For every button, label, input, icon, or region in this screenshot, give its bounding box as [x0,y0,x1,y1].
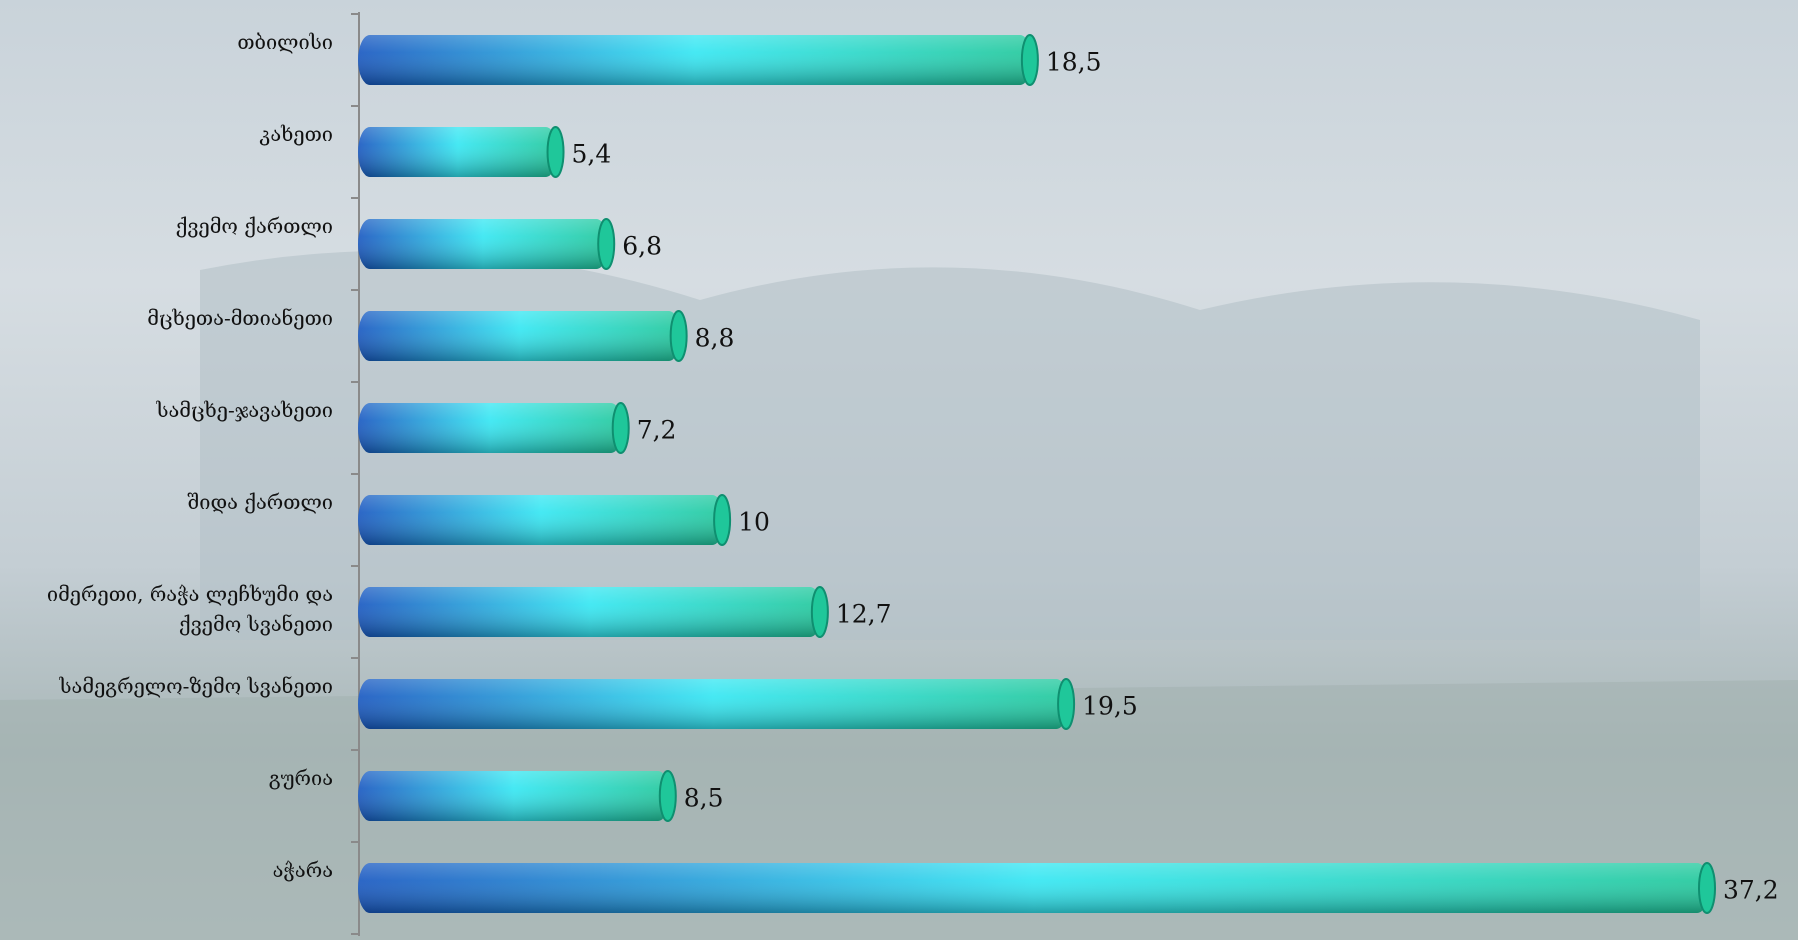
value-label: 8,8 [695,324,735,353]
category-label: იმერეთი, რაჭა ლეჩხუმი და ქვემო სვანეთი [46,582,333,636]
bar-shade [358,771,670,821]
value-label: 5,4 [572,140,612,169]
bar-shade [358,587,822,637]
category-label: თბილისი [237,30,333,54]
value-label: 8,5 [684,784,724,813]
category-label: სამცხე-ჯავახეთი [156,398,333,422]
bar-group [358,770,677,822]
bar-group [358,402,630,454]
category-label: აჭარა [272,858,333,882]
value-label: 19,5 [1082,692,1138,721]
value-label: 18,5 [1046,48,1102,77]
bar-shade [358,495,725,545]
bar-shade [358,311,681,361]
bar-cap [658,770,677,822]
bar-group [358,34,1039,86]
bar-group [358,310,688,362]
category-label: კახეთი [259,122,333,146]
category-label: გურია [268,766,333,790]
category-label: მცხეთა-მთიანეთი [147,306,333,330]
bar-shade [358,863,1709,913]
bar-cap [713,494,732,546]
bar-group [358,218,616,270]
bar-cap [1698,862,1716,914]
bar-group [358,126,565,178]
bar-group [358,678,1076,730]
value-label: 10 [738,508,770,537]
bar-cap [1020,34,1039,86]
bar-cap [1057,678,1076,730]
value-label: 37,2 [1723,876,1779,905]
bar-cap [669,310,688,362]
bar-group [358,586,829,638]
bar-group [358,494,732,546]
bar-shade [358,35,1032,85]
category-label: ქვემო ქართლი [175,214,333,238]
bar-cap [810,586,829,638]
bar-group [358,862,1716,914]
bar-shade [358,219,609,269]
value-label: 12,7 [836,600,892,629]
category-label: შიდა ქართლი [187,490,333,514]
category-label: სამეგრელო-ზემო სვანეთი [59,674,333,698]
bar-cap [611,402,630,454]
bar-shade [358,127,558,177]
bar-cap [597,218,616,270]
value-label: 6,8 [622,232,662,261]
bar-shade [358,679,1069,729]
value-label: 7,2 [637,416,677,445]
bar-cap [546,126,565,178]
bar-shade [358,403,623,453]
